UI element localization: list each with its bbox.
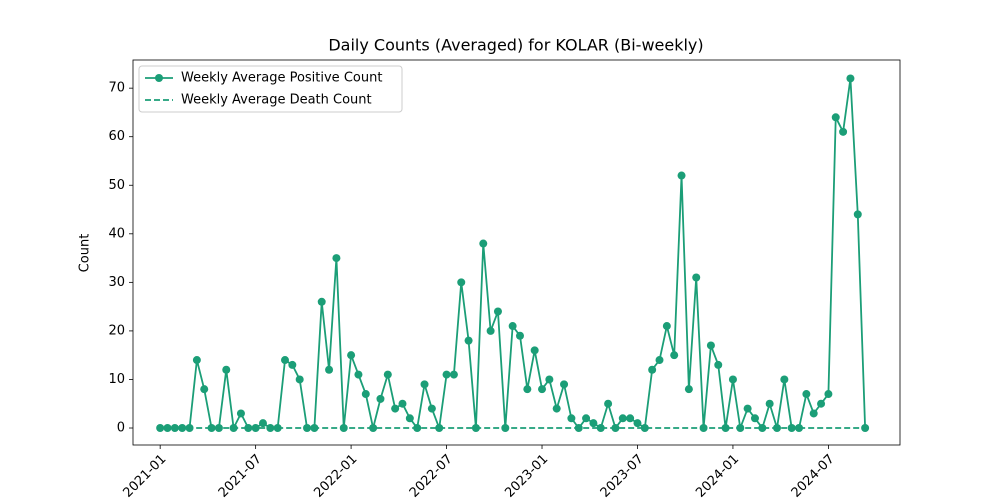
data-point [795, 424, 804, 433]
data-point [288, 360, 297, 369]
data-point [538, 385, 547, 394]
data-point [633, 419, 642, 428]
y-tick-label: 10 [108, 372, 125, 387]
chart-title: Daily Counts (Averaged) for KOLAR (Bi-we… [328, 36, 703, 55]
data-point [765, 399, 774, 408]
data-point [839, 127, 848, 136]
y-tick-label: 40 [108, 226, 125, 241]
data-point [780, 375, 789, 384]
data-point [728, 375, 737, 384]
data-point [714, 360, 723, 369]
legend: Weekly Average Positive Count Weekly Aver… [138, 65, 403, 113]
data-point [317, 297, 326, 306]
data-point [427, 404, 436, 413]
data-point [457, 278, 466, 287]
data-point [545, 375, 554, 384]
data-point [464, 336, 473, 345]
data-point [361, 390, 370, 399]
data-point [648, 365, 657, 374]
data-point [523, 385, 532, 394]
data-point [449, 370, 458, 379]
data-point [420, 380, 429, 389]
data-point [442, 370, 451, 379]
data-point [200, 385, 209, 394]
y-tick-label: 0 [117, 421, 125, 436]
y-tick-label: 20 [108, 323, 125, 338]
data-point [684, 385, 693, 394]
data-point [846, 74, 855, 83]
data-point [398, 399, 407, 408]
data-point [853, 210, 862, 219]
data-point [515, 331, 524, 340]
data-point [163, 424, 172, 433]
data-point [325, 365, 334, 374]
data-point [670, 351, 679, 360]
data-point [552, 404, 561, 413]
data-point [405, 414, 414, 423]
data-point [376, 394, 385, 403]
data-point [809, 409, 818, 418]
data-point [332, 254, 341, 263]
data-point [662, 322, 671, 331]
data-point [677, 171, 686, 180]
data-point [207, 424, 216, 433]
data-point [758, 424, 767, 433]
data-point [567, 414, 576, 423]
data-point [589, 419, 598, 428]
legend-label: Weekly Average Death Count [181, 93, 372, 108]
legend-box [138, 65, 403, 113]
data-point [493, 307, 502, 316]
y-tick-label: 70 [108, 81, 125, 96]
data-point [354, 370, 363, 379]
data-point [383, 370, 392, 379]
data-point [802, 390, 811, 399]
data-point [596, 424, 605, 433]
data-point [604, 399, 613, 408]
data-point [655, 356, 664, 365]
data-point [391, 404, 400, 413]
data-point [486, 326, 495, 335]
y-tick-label: 60 [108, 129, 125, 144]
data-point [706, 341, 715, 350]
data-point [626, 414, 635, 423]
data-point [824, 390, 833, 399]
y-tick-label: 30 [108, 275, 125, 290]
data-point [582, 414, 591, 423]
data-point [347, 351, 356, 360]
y-tick-label: 50 [108, 178, 125, 193]
data-point [743, 404, 752, 413]
data-point [640, 424, 649, 433]
legend-marker [155, 74, 163, 82]
data-point [831, 113, 840, 122]
y-axis-label: Count [78, 234, 93, 273]
data-point [258, 419, 267, 428]
data-point [692, 273, 701, 282]
data-point [222, 365, 231, 374]
data-point [750, 414, 759, 423]
data-point [236, 409, 245, 418]
data-point [508, 322, 517, 331]
data-point [560, 380, 569, 389]
plot-frame [132, 59, 901, 446]
data-point [618, 414, 627, 423]
data-point [530, 346, 539, 355]
legend-label: Weekly Average Positive Count [181, 71, 382, 86]
data-point [479, 239, 488, 248]
data-point [281, 356, 290, 365]
data-point [295, 375, 304, 384]
data-point [721, 424, 730, 433]
data-point [244, 424, 253, 433]
data-point [192, 356, 201, 365]
data-point [817, 399, 826, 408]
